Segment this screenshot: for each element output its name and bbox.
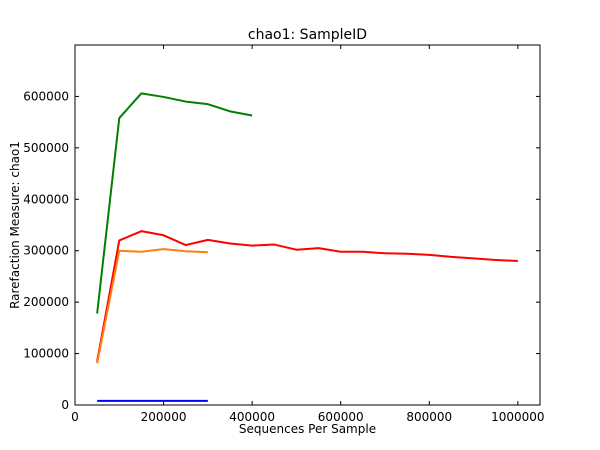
x-tick-label: 200000 (141, 410, 187, 424)
y-tick-label: 100000 (23, 347, 69, 361)
series-line-3 (96, 230, 518, 362)
x-axis-label: Sequences Per Sample (239, 422, 376, 436)
x-tick-label: 400000 (229, 410, 275, 424)
x-tick-label: 800000 (406, 410, 452, 424)
y-tick-label: 600000 (23, 89, 69, 103)
x-tick-label: 0 (71, 410, 79, 424)
plot-frame (74, 44, 541, 406)
y-tick-label: 0 (61, 398, 69, 412)
y-tick-label: 300000 (23, 244, 69, 258)
y-axis-label: Rarefaction Measure: chao1 (8, 141, 22, 309)
x-tick-label: 600000 (318, 410, 364, 424)
y-axis: 0 100000 200000 300000 400000 500000 600000 (23, 89, 540, 412)
y-tick-label: 500000 (23, 141, 69, 155)
chart-title: chao1: SampleID (248, 27, 367, 43)
y-tick-label: 400000 (23, 192, 69, 206)
x-axis: 0 200000 400000 600000 800000 1000000 (71, 45, 545, 424)
series-line-4 (96, 248, 208, 364)
series-layer (96, 92, 518, 402)
y-tick-label: 200000 (23, 295, 69, 309)
x-tick-label: 1000000 (491, 410, 544, 424)
series-line-2 (96, 92, 253, 314)
